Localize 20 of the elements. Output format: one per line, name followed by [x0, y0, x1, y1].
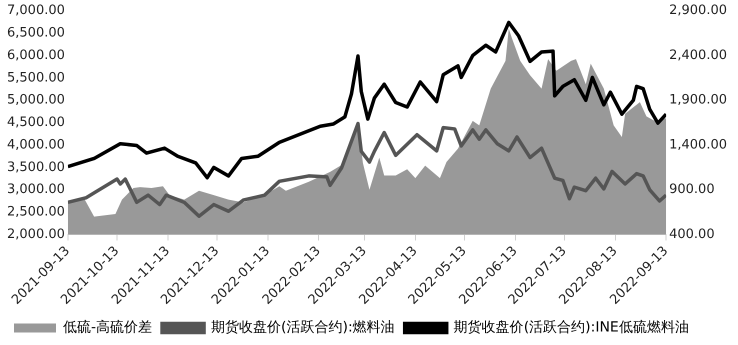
y-tick-label: 4,000.00 — [7, 137, 65, 152]
y2-tick-label: 1,900.00 — [669, 92, 727, 108]
y2-tick-label: 900.00 — [669, 182, 715, 198]
y-tick-label: 5,500.00 — [7, 70, 65, 86]
y-tick-label: 7,000.00 — [7, 3, 65, 18]
legend-label: 期货收盘价(活跃合约):燃料油 — [211, 320, 395, 336]
y-tick-label: 6,000.00 — [7, 48, 65, 63]
y-tick-label: 2,000.00 — [7, 226, 65, 242]
y2-tick-label: 400.00 — [669, 226, 715, 242]
y-tick-label: 3,000.00 — [7, 182, 65, 198]
y-tick-label: 5,000.00 — [7, 92, 65, 108]
y2-tick-label: 2,900.00 — [669, 3, 727, 18]
y2-tick-label: 1,400.00 — [669, 137, 727, 152]
y2-tick-label: 2,400.00 — [669, 48, 727, 63]
y-tick-label: 6,500.00 — [7, 26, 65, 41]
y-tick-label: 4,500.00 — [7, 115, 65, 130]
y-tick-label: 3,500.00 — [7, 160, 65, 175]
legend-label: 期货收盘价(活跃合约):INE低硫燃料油 — [454, 320, 689, 336]
legend-label: 低硫-高硫价差 — [63, 320, 152, 336]
y-tick-label: 2,500.00 — [7, 204, 65, 220]
